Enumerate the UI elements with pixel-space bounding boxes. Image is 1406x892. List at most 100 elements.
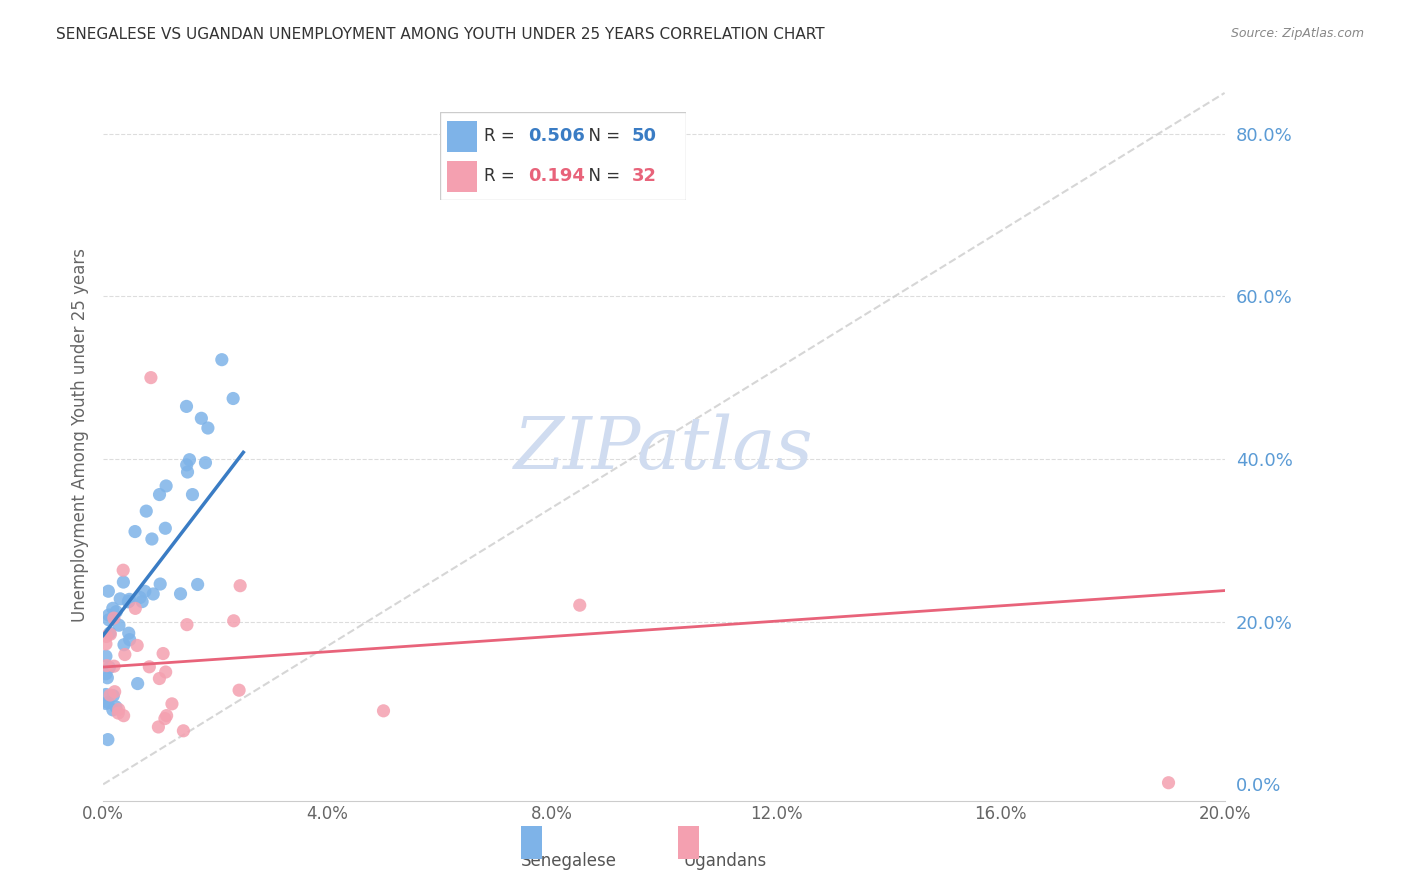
- Senegalese: [98, 626, 121, 640]
- Ugandans: [148, 672, 170, 686]
- Senegalese: [127, 676, 149, 690]
- Senegalese: [101, 601, 124, 615]
- Senegalese: [190, 411, 212, 425]
- Text: R =: R =: [484, 128, 520, 145]
- Senegalese: [105, 605, 128, 619]
- Ugandans: [155, 665, 177, 679]
- Ugandans: [153, 712, 176, 726]
- Senegalese: [108, 618, 131, 632]
- Text: N =: N =: [578, 128, 626, 145]
- Senegalese: [96, 671, 118, 685]
- Senegalese: [98, 660, 121, 674]
- Senegalese: [94, 649, 117, 664]
- Text: N =: N =: [578, 167, 626, 185]
- Senegalese: [142, 587, 165, 601]
- Senegalese: [131, 594, 153, 608]
- Bar: [679, 826, 699, 859]
- Senegalese: [112, 575, 135, 590]
- Senegalese: [134, 584, 156, 599]
- Ugandans: [112, 563, 135, 577]
- Ugandans: [112, 708, 135, 723]
- Ugandans: [176, 617, 198, 632]
- Senegalese: [141, 532, 163, 546]
- Bar: [447, 161, 477, 192]
- Senegalese: [176, 458, 198, 472]
- Senegalese: [97, 696, 120, 710]
- Senegalese: [118, 594, 141, 608]
- Text: ZIPatlas: ZIPatlas: [515, 414, 814, 484]
- Senegalese: [135, 504, 157, 518]
- Ugandans: [98, 688, 121, 702]
- Text: 0.506: 0.506: [529, 128, 585, 145]
- Senegalese: [129, 591, 152, 605]
- Ugandans: [138, 660, 160, 674]
- Ugandans: [104, 684, 127, 698]
- Senegalese: [108, 591, 131, 606]
- Senegalese: [179, 452, 201, 467]
- Senegalese: [94, 666, 117, 681]
- Text: 32: 32: [633, 167, 657, 185]
- Senegalese: [148, 487, 170, 501]
- Senegalese: [104, 700, 127, 714]
- Senegalese: [103, 689, 125, 703]
- Ugandans: [96, 658, 118, 673]
- Ugandans: [139, 370, 162, 384]
- Senegalese: [169, 587, 191, 601]
- Senegalese: [118, 632, 141, 647]
- Ugandans: [94, 637, 117, 651]
- Bar: [522, 826, 541, 859]
- Bar: [447, 121, 477, 152]
- Senegalese: [112, 638, 135, 652]
- Text: Ugandans: Ugandans: [683, 852, 768, 870]
- Senegalese: [187, 577, 209, 591]
- Senegalese: [124, 524, 146, 539]
- Senegalese: [176, 400, 198, 414]
- Senegalese: [97, 584, 120, 599]
- Senegalese: [117, 595, 139, 609]
- Senegalese: [101, 703, 124, 717]
- FancyBboxPatch shape: [440, 112, 686, 201]
- Text: Senegalese: Senegalese: [520, 852, 617, 870]
- Ugandans: [103, 659, 125, 673]
- Text: R =: R =: [484, 167, 520, 185]
- Senegalese: [155, 521, 177, 535]
- Senegalese: [94, 688, 117, 702]
- Ugandans: [222, 614, 245, 628]
- Ugandans: [114, 648, 136, 662]
- Ugandans: [148, 720, 170, 734]
- Ugandans: [155, 708, 177, 723]
- Senegalese: [211, 352, 233, 367]
- Ugandans: [160, 697, 183, 711]
- Senegalese: [149, 577, 172, 591]
- Senegalese: [94, 697, 117, 711]
- Text: Source: ZipAtlas.com: Source: ZipAtlas.com: [1230, 27, 1364, 40]
- Senegalese: [118, 592, 141, 607]
- Ugandans: [152, 647, 174, 661]
- Ugandans: [568, 598, 591, 612]
- Ugandans: [107, 706, 129, 720]
- Senegalese: [97, 732, 120, 747]
- Ugandans: [100, 627, 122, 641]
- Senegalese: [181, 487, 204, 501]
- Senegalese: [176, 465, 198, 479]
- Senegalese: [194, 456, 217, 470]
- Senegalese: [155, 479, 177, 493]
- Ugandans: [103, 611, 125, 625]
- Senegalese: [197, 421, 219, 435]
- Senegalese: [97, 608, 120, 623]
- Text: 0.194: 0.194: [529, 167, 585, 185]
- Text: SENEGALESE VS UGANDAN UNEMPLOYMENT AMONG YOUTH UNDER 25 YEARS CORRELATION CHART: SENEGALESE VS UGANDAN UNEMPLOYMENT AMONG…: [56, 27, 825, 42]
- Ugandans: [96, 630, 118, 644]
- Ugandans: [127, 639, 149, 653]
- Ugandans: [1157, 775, 1180, 789]
- Ugandans: [107, 702, 129, 716]
- Ugandans: [229, 579, 252, 593]
- Text: 50: 50: [633, 128, 657, 145]
- Ugandans: [228, 683, 250, 698]
- Ugandans: [373, 704, 395, 718]
- Senegalese: [222, 392, 245, 406]
- Ugandans: [172, 723, 194, 738]
- Senegalese: [118, 626, 141, 640]
- Y-axis label: Unemployment Among Youth under 25 years: Unemployment Among Youth under 25 years: [72, 248, 89, 622]
- Senegalese: [97, 613, 120, 627]
